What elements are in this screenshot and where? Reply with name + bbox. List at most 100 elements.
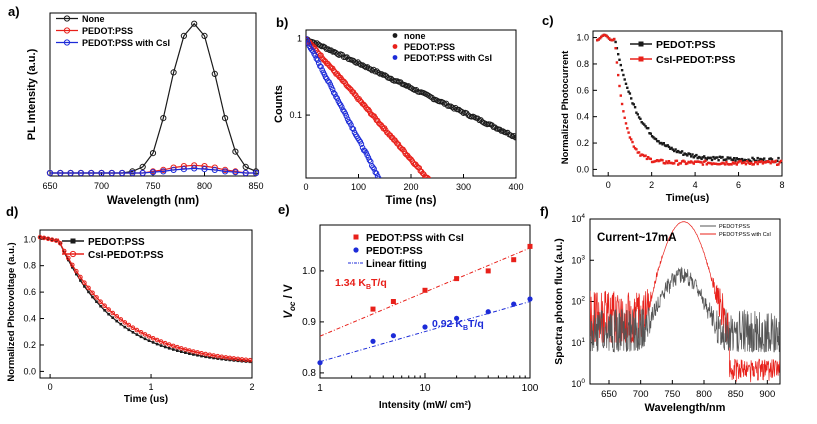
- x-tick-label: 750: [664, 389, 680, 400]
- data-point: [41, 235, 47, 241]
- data-point: [613, 37, 616, 41]
- x-tick-label: 800: [696, 389, 712, 400]
- y-tick-label: 0.4: [23, 314, 36, 324]
- data-point: [763, 157, 766, 160]
- data-point: [644, 125, 647, 128]
- data-point: [427, 179, 432, 184]
- data-point: [649, 132, 652, 135]
- data-point: [70, 262, 75, 268]
- data-point: [755, 161, 758, 164]
- data-point: [160, 168, 167, 175]
- x-tick-label: 850: [728, 389, 744, 400]
- data-point: [605, 34, 608, 38]
- tick-base: 10: [571, 338, 581, 348]
- data-point: [662, 142, 665, 145]
- panel-e: e) 1 10 100 0.8 0.9 1.0 Intensity (mW/ cm²) Voc …: [278, 202, 539, 411]
- data-point: [714, 156, 718, 159]
- data-point: [718, 155, 722, 158]
- x-tick-label: 100: [351, 182, 366, 192]
- data-point: [472, 231, 477, 236]
- data-point: [115, 319, 118, 323]
- data-point: [90, 290, 95, 296]
- legend-label: PEDOT:PSS: [404, 42, 455, 52]
- data-point: [243, 357, 249, 363]
- data-point: [192, 353, 195, 356]
- data-point: [661, 159, 664, 162]
- data-point: [662, 161, 665, 165]
- tick-base: 10: [571, 379, 581, 389]
- x-tick-label: 0: [606, 180, 611, 190]
- data-point: [643, 154, 646, 158]
- data-point: [222, 168, 229, 175]
- data-point: [680, 160, 684, 163]
- annotation-rest: T/q: [371, 277, 387, 289]
- data-point: [341, 54, 347, 61]
- y-tick-label: 0.8: [302, 368, 316, 379]
- data-point: [703, 160, 706, 163]
- data-point: [448, 202, 453, 207]
- data-point: [614, 47, 617, 50]
- data-point: [343, 113, 350, 119]
- data-point: [626, 127, 629, 130]
- data-point: [740, 162, 744, 165]
- data-point: [310, 48, 316, 54]
- data-point: [739, 159, 742, 163]
- data-point: [118, 317, 124, 322]
- data-point: [146, 334, 152, 339]
- data-point: [709, 162, 712, 165]
- data-point: [683, 160, 686, 163]
- data-point: [751, 163, 754, 166]
- data-point: [622, 110, 625, 113]
- data-point: [216, 357, 219, 360]
- data-point: [697, 160, 701, 163]
- data-point: [735, 157, 738, 160]
- x-tick-label: 750: [145, 181, 160, 191]
- data-point: [690, 160, 693, 163]
- data-point: [690, 155, 693, 158]
- data-point: [463, 220, 468, 225]
- data-point: [390, 333, 396, 339]
- data-point: [675, 159, 679, 162]
- data-point: [776, 159, 779, 163]
- data-point: [696, 156, 699, 160]
- data-point: [79, 279, 82, 282]
- data-point: [645, 157, 649, 161]
- y-tick-label: 1: [297, 34, 302, 44]
- data-point: [464, 220, 469, 225]
- data-point: [751, 156, 754, 160]
- data-point: [57, 169, 64, 177]
- data-point: [358, 141, 365, 147]
- data-point: [687, 152, 690, 155]
- data-point: [467, 223, 472, 228]
- panel-c: c) 0 2 4 6 8 0.0 0.2 0.4 0.6 0.8 1.0 Time(us) Normali…: [542, 13, 785, 204]
- y-tick-label: 0.0: [23, 366, 36, 376]
- data-point: [671, 148, 675, 151]
- data-point: [666, 144, 669, 147]
- data-point: [611, 38, 615, 42]
- panel-label: f): [540, 204, 549, 219]
- data-point: [710, 158, 714, 162]
- data-point: [86, 285, 91, 291]
- data-point: [704, 159, 707, 163]
- data-point: [108, 169, 115, 177]
- data-point: [184, 351, 187, 354]
- data-point: [665, 144, 668, 148]
- data-point: [742, 160, 745, 163]
- data-point: [252, 169, 260, 177]
- data-point: [772, 160, 775, 164]
- data-point: [774, 159, 778, 163]
- data-point: [684, 162, 688, 166]
- data-point: [365, 154, 372, 161]
- data-point: [748, 162, 751, 165]
- y-tick-label: 0.6: [23, 287, 36, 297]
- data-point: [172, 348, 175, 351]
- data-point: [763, 161, 766, 164]
- data-point: [696, 160, 699, 163]
- tick-base: 10: [571, 255, 581, 265]
- legend-label: none: [404, 31, 426, 41]
- annotation-sub: B: [366, 284, 371, 291]
- data-point: [734, 159, 737, 162]
- data-point: [640, 121, 643, 124]
- data-point: [644, 154, 647, 157]
- legend-marker: [392, 33, 398, 38]
